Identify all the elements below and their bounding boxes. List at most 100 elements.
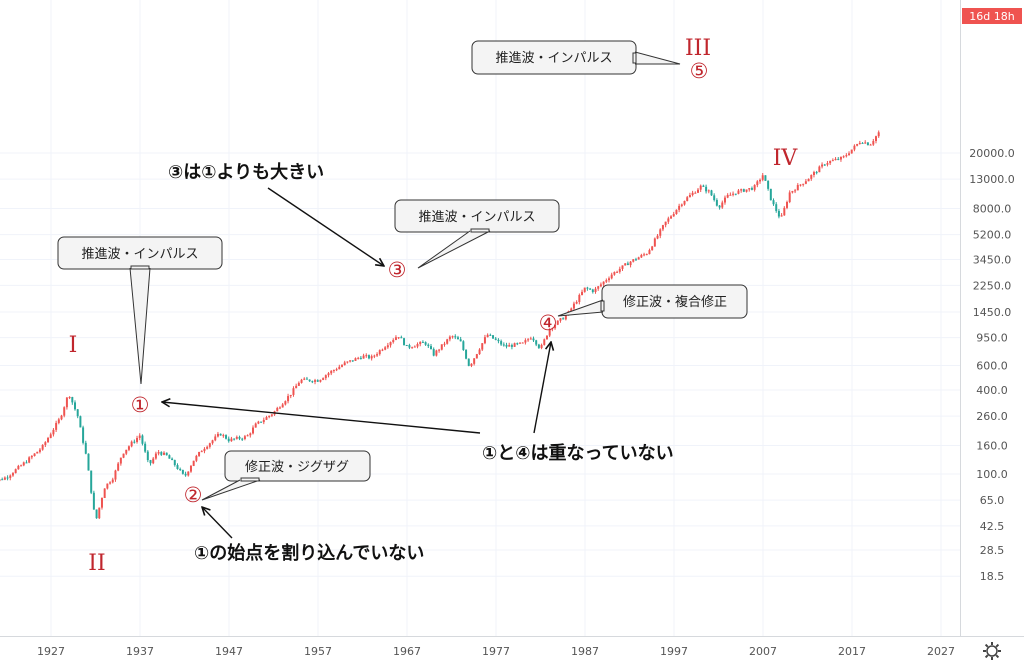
gear-icon[interactable]	[983, 642, 1001, 660]
candle-body	[176, 465, 179, 469]
candle-body	[826, 163, 829, 165]
candle-body	[319, 379, 322, 382]
candle-body	[6, 477, 9, 479]
candle-body	[119, 457, 122, 464]
candle-body	[529, 338, 532, 340]
candle-body	[82, 427, 85, 443]
y-tick-label: 600.0	[976, 359, 1008, 372]
candle-body	[311, 381, 314, 383]
candle-body	[640, 254, 643, 258]
candle-body	[427, 344, 430, 347]
candle-body	[198, 452, 201, 456]
candle-body	[376, 354, 379, 356]
candle-body	[157, 452, 160, 454]
candle-body	[629, 261, 632, 266]
candle-body	[222, 435, 225, 437]
candle-body	[858, 142, 861, 144]
candle-body	[475, 354, 478, 359]
candle-body	[802, 183, 805, 185]
candle-body	[845, 155, 848, 157]
candle-body	[74, 402, 77, 410]
candle-body	[3, 477, 6, 480]
candle-body	[848, 153, 851, 156]
candle-body	[856, 143, 859, 146]
candle-body	[308, 379, 311, 382]
y-tick-label: 2250.0	[973, 279, 1012, 292]
callout-wave2: 修正波・ジグザグ	[201, 450, 371, 501]
candle-body	[839, 156, 842, 160]
candle-body	[30, 456, 33, 458]
candle-body	[378, 350, 381, 355]
x-tick-label: 1967	[393, 645, 421, 658]
candle-body	[79, 416, 82, 428]
y-tick-label: 20000.0	[969, 147, 1015, 160]
candle-body	[521, 342, 524, 344]
wave-label-III: III	[685, 36, 711, 61]
candle-body	[853, 145, 856, 150]
candle-body	[470, 363, 473, 366]
candle-body	[200, 451, 203, 453]
candle-body	[252, 427, 255, 434]
candle-body	[260, 421, 263, 423]
candle-body	[831, 160, 834, 162]
candle-body	[362, 355, 365, 359]
candle-body	[643, 254, 646, 256]
candle-body	[397, 337, 400, 339]
candle-body	[394, 337, 397, 340]
candle-body	[645, 254, 648, 256]
candle-body	[489, 334, 492, 336]
candle-body	[583, 287, 586, 292]
candle-body	[586, 287, 589, 289]
candle-body	[864, 142, 867, 144]
candle-body	[510, 345, 513, 347]
candle-body	[351, 360, 354, 362]
candle-body	[459, 339, 462, 342]
candle-body	[238, 436, 241, 439]
candle-body	[626, 263, 629, 266]
candle-body	[165, 452, 168, 456]
candle-body	[171, 458, 174, 461]
candle-body	[818, 166, 821, 173]
candle-body	[265, 417, 268, 420]
candle-body	[430, 346, 433, 350]
candle-body	[36, 451, 39, 454]
candle-body	[804, 181, 807, 184]
candle-body	[208, 443, 211, 447]
candle-body	[389, 342, 392, 346]
candle-body	[548, 328, 551, 336]
candle-body	[316, 380, 319, 382]
candle-body	[413, 346, 416, 348]
candle-body	[305, 378, 308, 380]
x-tick-label: 2007	[749, 645, 777, 658]
candle-body	[14, 469, 17, 474]
x-tick-label: 1937	[126, 645, 154, 658]
candle-body	[411, 347, 414, 349]
candle-body	[424, 342, 427, 345]
candle-body	[381, 349, 384, 351]
candle-body	[670, 216, 673, 219]
candle-body	[432, 349, 435, 356]
candle-body	[354, 358, 357, 361]
candle-body	[65, 397, 68, 408]
candle-body	[740, 189, 743, 191]
candle-body	[815, 172, 818, 174]
candle-body	[637, 257, 640, 260]
y-tick-label: 260.0	[976, 410, 1008, 423]
candle-body	[616, 271, 619, 273]
candle-body	[753, 185, 756, 190]
x-tick-label: 1927	[37, 645, 65, 658]
x-tick-label: 1957	[304, 645, 332, 658]
candle-body	[791, 191, 794, 193]
candle-body	[100, 498, 103, 508]
candle-body	[324, 375, 327, 379]
candle-body	[20, 465, 23, 467]
candle-body	[613, 272, 616, 275]
candle-body	[723, 197, 726, 203]
candle-body	[346, 361, 349, 363]
candle-body	[664, 221, 667, 226]
candle-body	[732, 193, 735, 195]
candle-body	[624, 263, 627, 266]
candle-body	[651, 246, 654, 251]
candle-body	[872, 140, 875, 145]
